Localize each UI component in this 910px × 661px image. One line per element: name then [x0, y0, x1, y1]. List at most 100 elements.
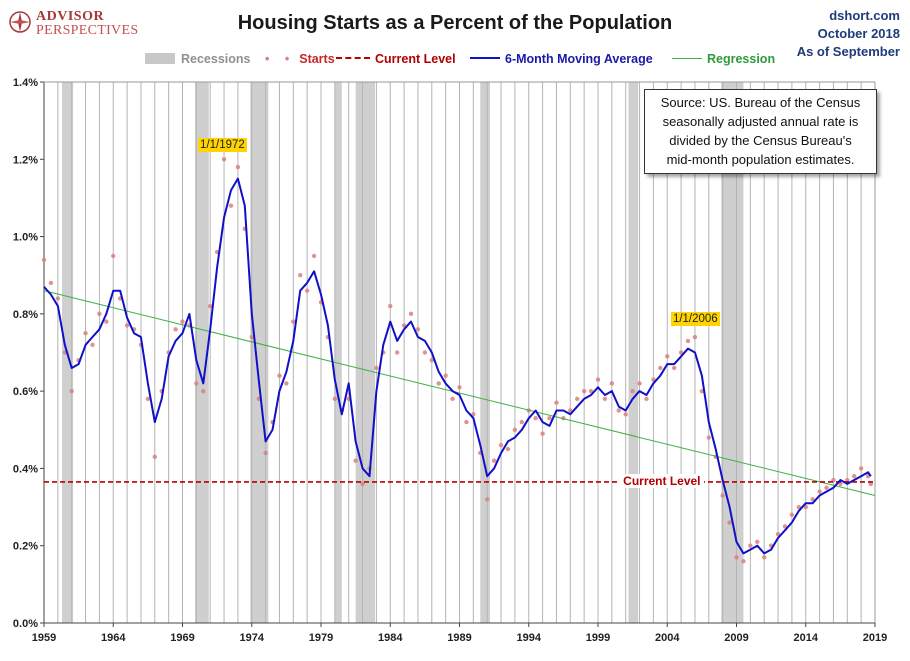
starts-point — [450, 396, 455, 402]
x-tick-label: 1979 — [309, 632, 333, 644]
legend-moving-average: 6-Month Moving Average — [470, 52, 653, 66]
recession-band — [480, 82, 490, 623]
y-tick-label: 0.2% — [13, 541, 38, 553]
starts-point — [810, 497, 815, 502]
starts-point — [817, 489, 822, 494]
starts-point — [782, 524, 788, 529]
starts-point — [208, 303, 213, 309]
starts-point — [471, 412, 476, 417]
starts-point — [852, 473, 857, 479]
x-tick-label: 1994 — [517, 632, 542, 644]
legend-recessions-swatch — [145, 53, 175, 64]
starts-point — [311, 253, 317, 259]
advisor-perspectives-logo: ADVISOR PERSPECTIVES — [8, 8, 148, 40]
x-tick-label: 1999 — [586, 632, 610, 644]
starts-point — [824, 485, 829, 490]
starts-point — [194, 381, 199, 386]
starts-point — [48, 280, 54, 286]
legend-current-level: Current Level — [336, 52, 456, 66]
starts-point — [228, 203, 234, 208]
recession-band — [334, 82, 342, 623]
starts-point — [201, 388, 206, 394]
x-tick-label: 2004 — [655, 632, 680, 644]
source-line-3: As of September — [796, 44, 900, 59]
starts-point — [706, 435, 711, 440]
legend-current-label: Current Level — [375, 52, 456, 66]
starts-point — [298, 273, 303, 278]
peak-label-1972: 1/1/1972 — [198, 138, 247, 153]
recession-band — [355, 82, 376, 623]
legend-ma-label: 6-Month Moving Average — [505, 52, 653, 66]
y-tick-label: 1.0% — [13, 232, 38, 244]
starts-point — [69, 388, 74, 394]
starts-point — [124, 323, 130, 328]
starts-point — [699, 388, 705, 394]
starts-point — [360, 481, 365, 487]
starts-point — [394, 350, 400, 355]
compass-logo-icon — [9, 11, 31, 33]
starts-point — [284, 381, 289, 386]
peak-label-2006: 1/1/2006 — [670, 311, 720, 326]
x-tick-label: 2014 — [794, 632, 819, 644]
starts-point — [152, 454, 157, 460]
starts-point — [651, 377, 656, 382]
starts-point — [609, 381, 615, 386]
x-tick-label: 1959 — [32, 632, 56, 644]
annotation-line-1: Source: US. Bureau of the Census — [660, 95, 861, 110]
starts-point — [104, 319, 109, 324]
legend-regression-swatch — [672, 58, 702, 59]
logo-line1: ADVISOR — [36, 9, 105, 24]
starts-point — [401, 323, 407, 328]
starts-point — [408, 311, 414, 317]
starts-point — [41, 257, 47, 262]
legend-recessions: Recessions — [145, 52, 250, 66]
recession-band — [628, 82, 639, 623]
starts-point — [374, 365, 379, 371]
starts-point — [55, 296, 61, 301]
starts-points — [41, 157, 874, 564]
current-level-label: Current Level — [620, 473, 704, 488]
starts-point — [831, 477, 836, 483]
starts-point — [304, 288, 310, 293]
starts-point — [388, 303, 393, 309]
source-annotation: Source: US. Bureau of the Census seasona… — [644, 89, 877, 174]
starts-point — [671, 365, 677, 371]
starts-point — [97, 311, 102, 317]
starts-point — [519, 419, 525, 425]
starts-point — [858, 466, 864, 471]
starts-point — [422, 350, 428, 355]
starts-point — [575, 396, 580, 402]
recession-band — [721, 82, 744, 623]
axes: 0.0% 0.2% 0.4% 0.6% 0.8% 1.0% 1.2% 1.4% 1959 1964… — [13, 77, 887, 644]
starts-point — [588, 388, 594, 394]
legend-current-swatch — [336, 57, 370, 59]
x-tick-label: 2019 — [863, 632, 887, 644]
starts-point — [263, 450, 268, 456]
legend-ma-swatch — [470, 57, 500, 59]
starts-point — [720, 493, 725, 498]
y-tick-label: 0.6% — [13, 386, 38, 398]
source-line-1: dshort.com — [829, 8, 900, 23]
starts-point — [443, 373, 448, 378]
starts-point — [221, 157, 227, 162]
starts-point — [623, 412, 628, 417]
starts-point — [547, 415, 552, 421]
starts-point — [332, 396, 338, 402]
chart-title: Housing Starts as a Percent of the Popul… — [237, 12, 673, 34]
legend-recessions-label: Recessions — [181, 52, 251, 66]
starts-point — [512, 427, 518, 432]
starts-point — [734, 555, 739, 560]
logo-line2: PERSPECTIVES — [36, 23, 139, 38]
starts-point — [505, 446, 511, 452]
starts-point — [755, 539, 760, 545]
starts-point — [644, 396, 649, 402]
starts-point — [685, 338, 691, 344]
starts-point — [485, 497, 490, 502]
x-tick-label: 1969 — [170, 632, 194, 644]
starts-point — [796, 504, 802, 510]
starts-point — [658, 365, 663, 371]
starts-point — [665, 354, 670, 359]
starts-point — [249, 334, 254, 340]
starts-point — [235, 164, 241, 170]
recession-band — [250, 82, 269, 623]
